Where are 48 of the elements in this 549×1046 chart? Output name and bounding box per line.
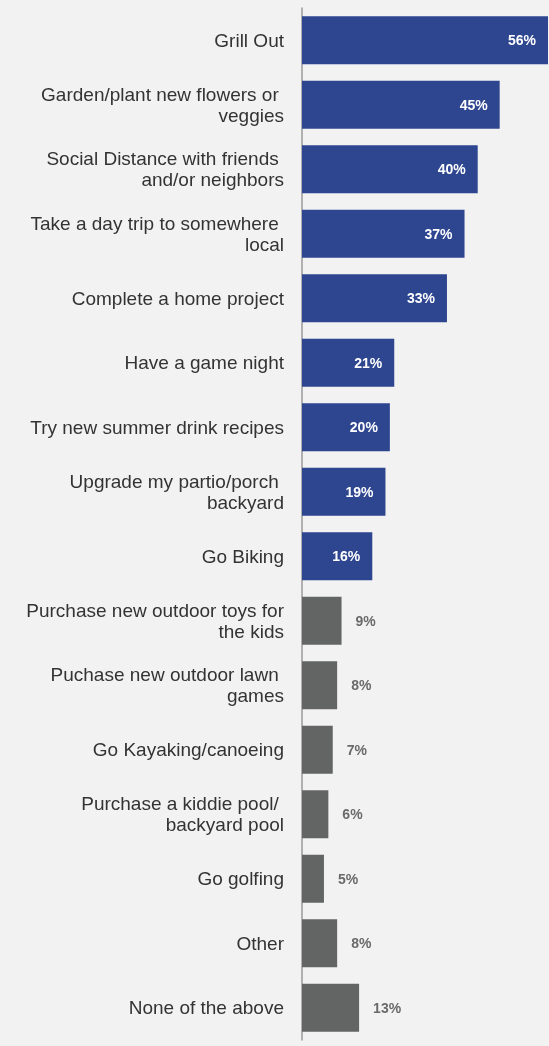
bar [302, 274, 447, 323]
y-tick-label: Social Distance with friends and/or neighbors [46, 148, 284, 191]
y-tick-label: Purchase new outdoor toys for the kids [26, 599, 285, 642]
y-tick-label: Upgrade my partio/porch backyard [69, 470, 284, 513]
data-label: 33% [406, 290, 436, 307]
y-tick-label: None of the above [128, 997, 284, 1019]
y-tick-label: Go Kayaking/canoeing [92, 739, 284, 761]
data-label: 37% [424, 225, 454, 242]
y-tick-label: Have a game night [124, 352, 285, 374]
data-label: 21% [354, 354, 383, 371]
bar [302, 919, 338, 968]
data-label: 8% [351, 677, 372, 694]
bar [302, 403, 390, 452]
y-tick-label: Go golfing [197, 868, 284, 890]
data-label: 45% [459, 96, 489, 113]
y-tick-label: Grill Out [214, 29, 285, 51]
bar [302, 16, 548, 65]
bar [302, 790, 329, 839]
y-tick-label: Purchase a kiddie pool/ backyard pool [81, 793, 284, 836]
bar [302, 532, 373, 581]
y-tick-label: Other [236, 932, 285, 954]
data-label: 9% [355, 612, 377, 629]
data-label: 7% [346, 741, 368, 758]
y-tick-label: Complete a home project [71, 287, 285, 309]
bar [302, 467, 386, 516]
y-tick-label: Try new summer drink recipes [30, 416, 284, 438]
data-label: 16% [332, 548, 361, 565]
y-tick-label: Take a day trip to somewhere local [30, 212, 284, 255]
y-tick-label: Puchase new outdoor lawn games [50, 664, 284, 707]
data-label: 5% [337, 870, 359, 887]
bar [302, 854, 324, 903]
data-label: 13% [373, 999, 402, 1016]
y-tick-label: Go Biking [201, 545, 284, 567]
bar [302, 209, 465, 258]
data-label: 20% [349, 419, 379, 436]
bar [302, 338, 395, 387]
bar [302, 983, 360, 1032]
data-label: 6% [342, 806, 364, 823]
data-label: 8% [351, 935, 372, 952]
data-label: 19% [345, 483, 375, 500]
data-label: 40% [437, 161, 467, 178]
data-label: 56% [507, 32, 537, 49]
bar [302, 80, 500, 129]
bar [302, 661, 338, 710]
bar [302, 145, 478, 194]
y-tick-label: Garden/plant new flowers or veggies [41, 83, 284, 126]
bar [302, 725, 333, 774]
bar [302, 596, 342, 645]
